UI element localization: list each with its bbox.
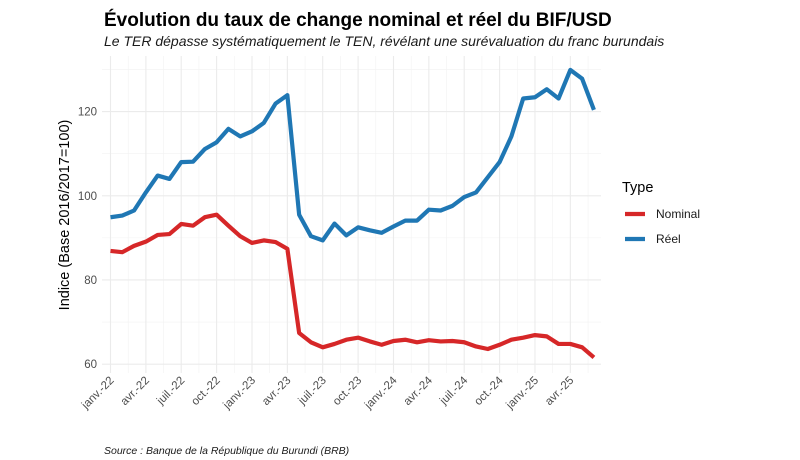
- legend-label: Nominal: [656, 207, 700, 221]
- series-line-nominal: [110, 212, 596, 360]
- x-tick-label: janv.-25: [504, 375, 542, 413]
- chart-caption: Source : Banque de la République du Buru…: [104, 445, 349, 457]
- x-tick-label: avr.-23: [260, 375, 293, 408]
- x-tick-label: janv.-22: [79, 375, 117, 413]
- legend-label: Réel: [656, 232, 681, 246]
- legend: Type Nominal Réel: [622, 180, 700, 246]
- x-tick-label: juil.-23: [296, 375, 329, 408]
- y-axis-ticks: 60 80 100 120: [78, 107, 97, 372]
- x-tick-label: avr.-24: [402, 374, 436, 408]
- series-lines: [110, 67, 596, 360]
- x-tick-label: oct.-24: [472, 374, 506, 408]
- x-tick-label: avr.-25: [543, 375, 576, 408]
- y-tick-label: 100: [78, 191, 97, 203]
- y-tick-label: 60: [84, 359, 97, 371]
- x-tick-label: janv.-23: [221, 375, 259, 413]
- x-tick-label: juil.-22: [154, 375, 187, 408]
- x-tick-label: janv.-24: [362, 374, 400, 412]
- x-tick-label: juil.-24: [437, 374, 471, 408]
- x-tick-label: avr.-22: [119, 375, 152, 408]
- x-tick-label: oct.-22: [189, 375, 222, 408]
- y-tick-label: 80: [84, 275, 97, 287]
- chart-title: Évolution du taux de change nominal et r…: [104, 9, 612, 31]
- series-line-rel: [110, 67, 596, 243]
- major-gridlines: [102, 56, 601, 373]
- legend-title: Type: [622, 180, 653, 196]
- chart-subtitle: Le TER dépasse systématiquement le TEN, …: [104, 33, 664, 49]
- minor-gridlines: [102, 56, 601, 373]
- y-tick-label: 120: [78, 107, 97, 119]
- x-tick-label: oct.-23: [331, 375, 364, 408]
- plot-panel: [102, 56, 601, 373]
- y-axis-label: Indice (Base 2016/2017=100): [57, 120, 73, 311]
